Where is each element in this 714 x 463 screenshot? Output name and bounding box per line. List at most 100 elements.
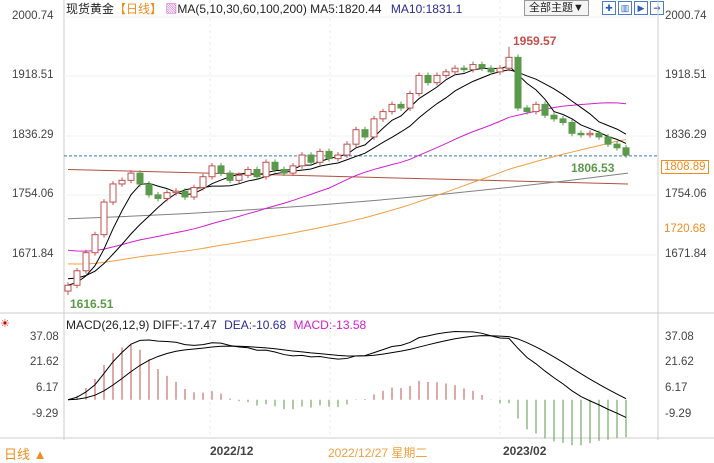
play-icon[interactable]: ▶	[634, 1, 648, 15]
candle-up	[172, 190, 180, 194]
left-axis-label: 1836.29	[12, 129, 54, 141]
candle-down	[424, 74, 432, 84]
theme-dropdown[interactable]: 全部主题▼	[524, 0, 589, 16]
candle-down	[226, 172, 234, 181]
candle-up	[100, 201, 108, 236]
period-label: 【日线】	[114, 2, 163, 16]
candle-up	[244, 168, 252, 176]
candle-down	[217, 165, 225, 174]
left-axis-label: 1754.06	[12, 188, 54, 200]
diff-line	[67, 331, 627, 418]
candle-down	[154, 194, 162, 199]
ma10-value: MA10:1831.1	[390, 2, 463, 16]
macd-axis-label: 6.17	[36, 382, 59, 394]
current-price-label: 1808.89	[661, 160, 709, 174]
candle-up	[73, 270, 81, 286]
left-axis-label: 1671.84	[12, 248, 54, 260]
candle-down	[622, 147, 630, 156]
right-axis-label: 1754.06	[665, 188, 707, 200]
macd-axis-label: 37.08	[665, 331, 694, 343]
candle-up	[379, 111, 387, 120]
period-toggle-button[interactable]: 日线 ▲	[4, 447, 47, 462]
macd-axis-label: 6.17	[665, 382, 688, 394]
candle-up	[505, 56, 513, 69]
candle-up	[118, 179, 126, 185]
low-annotation: 1616.51	[70, 297, 114, 311]
candle-up	[289, 165, 297, 174]
candle-up	[496, 67, 504, 73]
candle-up	[199, 176, 207, 189]
candle-up	[82, 252, 90, 272]
export-icon[interactable]: ➔	[650, 1, 664, 15]
ma5-line	[67, 65, 627, 286]
candle-down	[541, 103, 549, 116]
candle-up	[415, 74, 423, 95]
date-label: 2022/12	[210, 444, 254, 458]
candle-down	[613, 143, 621, 149]
candle-down	[181, 190, 189, 198]
candle-down	[136, 172, 144, 185]
ma60-line	[67, 139, 627, 265]
candle-down	[478, 64, 486, 69]
macd-axis-label: 21.62	[30, 356, 59, 368]
candle-up	[532, 103, 540, 113]
candle-up	[586, 132, 594, 136]
macd-header: MACD(26,12,9) DIFF:-17.47 DEA:-10.68 MAC…	[66, 318, 366, 332]
candle-up	[334, 154, 342, 160]
candle-up	[235, 174, 243, 181]
candle-up	[469, 64, 477, 71]
instrument-name: 现货黄金	[66, 2, 115, 16]
candle-up	[91, 234, 99, 254]
candle-down	[361, 129, 369, 138]
candle-up	[370, 118, 378, 138]
candle-up	[208, 165, 216, 178]
right-axis-label: 1836.29	[665, 129, 707, 141]
candle-down	[253, 168, 261, 178]
candle-up	[316, 150, 324, 163]
ma-icon[interactable]: ▧	[165, 2, 178, 16]
macd-dea: DEA:-10.68	[224, 318, 287, 332]
candle-up	[127, 172, 135, 181]
candle-down	[559, 118, 567, 123]
candle-down	[271, 161, 279, 170]
layout-icon[interactable]: ▥	[618, 1, 632, 15]
last-low-annotation: 1806.53	[571, 161, 615, 175]
macd-axis-label: -9.29	[665, 408, 692, 420]
candle-up	[343, 143, 351, 156]
right-axis-label: 2000.74	[665, 10, 707, 22]
candle-up	[406, 93, 414, 109]
candle-up	[352, 129, 360, 145]
macd-axis-label: 37.08	[30, 331, 59, 343]
candle-down	[280, 168, 288, 174]
candle-up	[298, 154, 306, 167]
left-axis-label: 2000.74	[12, 10, 54, 22]
candle-down	[487, 67, 495, 73]
ma100-line	[67, 168, 629, 185]
candle-up	[433, 74, 441, 84]
candle-up	[190, 187, 198, 198]
candle-down	[523, 107, 531, 113]
date-label: 2023/02	[503, 444, 547, 458]
candle-up	[163, 192, 171, 199]
indicator-settings-icon[interactable]: ☀	[0, 318, 10, 330]
right-axis-label: 1918.51	[665, 69, 707, 81]
candle-down	[325, 150, 333, 160]
cursor-date-label: 2022/12/27 星期二	[328, 446, 428, 460]
candle-up	[262, 161, 270, 178]
candle-down	[550, 114, 558, 120]
candle-up	[109, 183, 117, 203]
candle-up	[451, 67, 459, 73]
candle-down	[604, 136, 612, 145]
candle-up	[442, 71, 450, 76]
right-axis-label: 1671.84	[665, 248, 707, 260]
macd-diff: DIFF:-17.47	[152, 318, 217, 332]
candle-up	[64, 284, 72, 292]
candle-down	[577, 132, 585, 136]
macd-params: MACD(26,12,9)	[66, 318, 150, 332]
candle-down	[307, 154, 315, 163]
high-annotation: 1959.57	[513, 34, 557, 48]
ma200-line	[67, 172, 629, 220]
crosshair-icon[interactable]: ✚	[602, 1, 616, 15]
dea-line	[67, 335, 627, 401]
